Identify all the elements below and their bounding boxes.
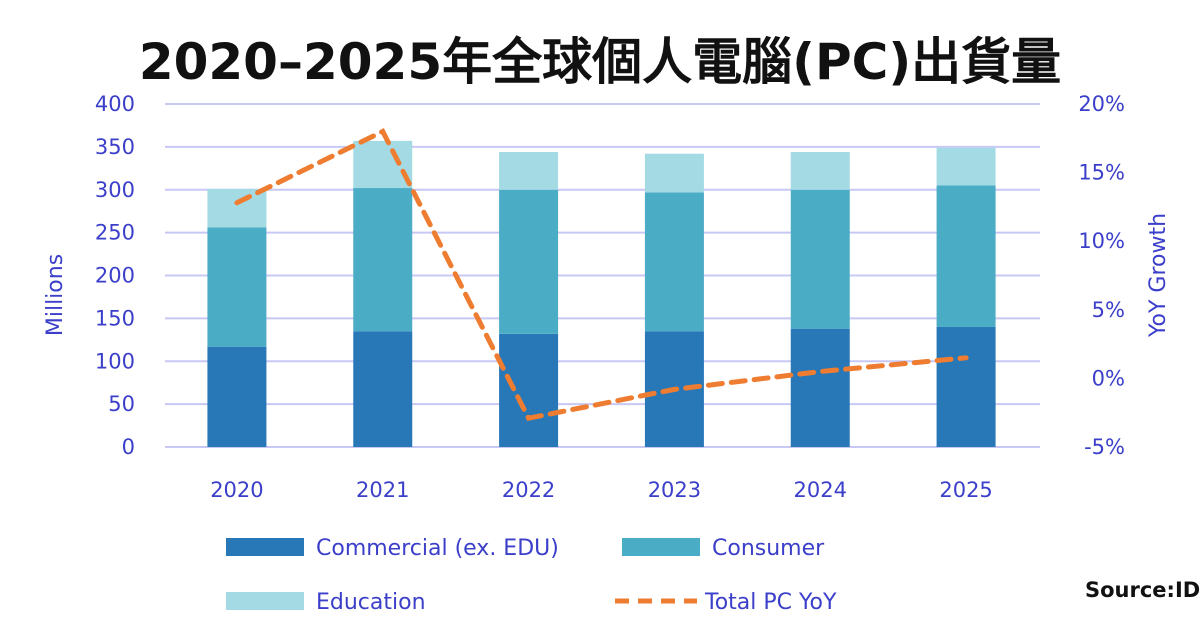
x-tick-label: 2021 [356, 478, 409, 502]
y2-axis-label: YoY Growth [1146, 213, 1171, 338]
bar-consumer [790, 189, 850, 329]
x-tick-label: 2022 [502, 478, 555, 502]
x-tick-label: 2023 [648, 478, 701, 502]
legend-swatch [622, 538, 700, 556]
y2-tick-label: 10% [1078, 229, 1125, 253]
bar-consumer [499, 189, 559, 334]
legend-swatch [226, 538, 304, 556]
y-axis-label: Millions [43, 254, 68, 336]
legend-label: Commercial (ex. EDU) [316, 536, 559, 561]
y-tick-label: 350 [95, 135, 135, 159]
bar-education [353, 140, 413, 189]
bar-consumer [936, 185, 996, 327]
bar-commercial [790, 328, 850, 447]
legend-label: Education [316, 590, 426, 615]
y-tick-label: 300 [95, 178, 135, 202]
bar-education [207, 188, 267, 228]
bar-commercial [353, 331, 413, 447]
y-tick-label: 50 [108, 392, 135, 416]
y2-tick-label: 15% [1078, 161, 1125, 185]
x-tick-label: 2025 [939, 478, 992, 502]
y2-tick-label: 20% [1078, 92, 1125, 116]
bar-education [499, 152, 559, 190]
bar-education [790, 152, 850, 190]
x-tick-label: 2024 [794, 478, 847, 502]
yoy-line [234, 128, 969, 422]
source-label: Source:ID [1085, 578, 1200, 602]
bar-consumer [644, 192, 704, 332]
y2-tick-label: 0% [1092, 366, 1125, 390]
legend-swatch [226, 592, 304, 610]
legend-label: Total PC YoY [704, 590, 837, 615]
legend-label: Consumer [712, 536, 825, 561]
y-tick-label: 200 [95, 264, 135, 288]
bar-commercial [207, 346, 267, 447]
x-tick-label: 2020 [210, 478, 263, 502]
chart-title: 2020–2025年全球個人電腦(PC)出貨量 [138, 33, 1062, 91]
y2-tick-label: -5% [1084, 435, 1125, 459]
bar-commercial [936, 326, 996, 447]
y-tick-label: 100 [95, 349, 135, 373]
y-tick-label: 0 [122, 435, 135, 459]
y-tick-label: 400 [95, 92, 135, 116]
y-tick-label: 250 [95, 221, 135, 245]
y2-tick-label: 5% [1092, 298, 1125, 322]
bar-consumer [353, 188, 413, 332]
y-tick-label: 150 [95, 306, 135, 330]
bar-education [644, 153, 704, 193]
bar-consumer [207, 227, 267, 347]
bar-commercial [499, 333, 559, 447]
bar-education [936, 147, 996, 186]
